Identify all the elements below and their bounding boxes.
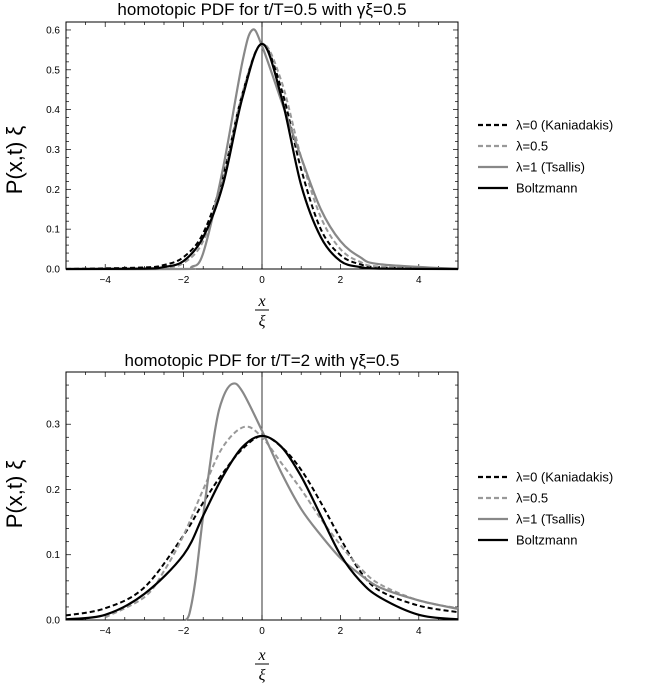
x-tick-label: −2 — [178, 626, 190, 637]
x-axis-label-denominator: ξ — [259, 313, 266, 330]
y-tick-label: 0.5 — [46, 65, 60, 76]
legend-label: λ=0 (Kaniadakis) — [516, 118, 613, 133]
legend-label: λ=0.5 — [516, 491, 548, 506]
y-axis-label: P(x,t) ξ — [2, 126, 27, 195]
series-line-3 — [65, 434, 459, 621]
y-tick-label: 0.6 — [46, 25, 60, 36]
x-tick-label: 2 — [338, 626, 344, 637]
y-axis-label: P(x,t) ξ — [2, 460, 27, 529]
y-tick-label: 0.2 — [46, 485, 60, 496]
y-tick-label: 0.0 — [46, 616, 60, 627]
chart-panel-bottom: homotopic PDF for t/T=2 with γξ=0.5 P(x,… — [2, 351, 613, 684]
x-tick-label: 0 — [259, 275, 265, 286]
x-axis-label-numerator: x — [257, 293, 265, 310]
x-tick-label: 4 — [416, 275, 422, 286]
x-tick-label: −2 — [178, 275, 190, 286]
y-tick-label: 0.2 — [46, 185, 60, 196]
legend-label: Boltzmann — [516, 181, 577, 196]
series-line-3 — [65, 42, 459, 271]
chart-title: homotopic PDF for t/T=0.5 with γξ=0.5 — [117, 0, 406, 19]
y-tick-label: 0.0 — [46, 265, 60, 276]
legend-label: λ=1 (Tsallis) — [516, 512, 585, 527]
chart-title: homotopic PDF for t/T=2 with γξ=0.5 — [124, 351, 399, 370]
x-tick-label: −4 — [99, 626, 111, 637]
series-line-0 — [65, 434, 459, 617]
y-tick-label: 0.3 — [46, 145, 60, 156]
x-tick-label: 4 — [416, 626, 422, 637]
x-axis-label-denominator: ξ — [259, 667, 266, 684]
series-line-2 — [184, 382, 459, 621]
y-tick-label: 0.4 — [46, 105, 60, 116]
legend-label: λ=1 (Tsallis) — [516, 160, 585, 175]
series-line-0 — [65, 42, 459, 270]
legend-label: λ=0.5 — [516, 139, 548, 154]
chart-panel-top: homotopic PDF for t/T=0.5 with γξ=0.5 P(… — [2, 0, 613, 330]
y-tick-label: 0.1 — [46, 225, 60, 236]
series-line-1 — [104, 425, 459, 619]
y-tick-label: 0.3 — [46, 420, 60, 431]
x-tick-label: −4 — [99, 275, 111, 286]
x-tick-label: 2 — [338, 275, 344, 286]
y-tick-label: 0.1 — [46, 550, 60, 561]
x-tick-label: 0 — [259, 626, 265, 637]
series-line-2 — [65, 28, 459, 271]
legend-label: λ=0 (Kaniadakis) — [516, 470, 613, 485]
legend-label: Boltzmann — [516, 533, 577, 548]
x-axis-label-numerator: x — [257, 647, 265, 664]
